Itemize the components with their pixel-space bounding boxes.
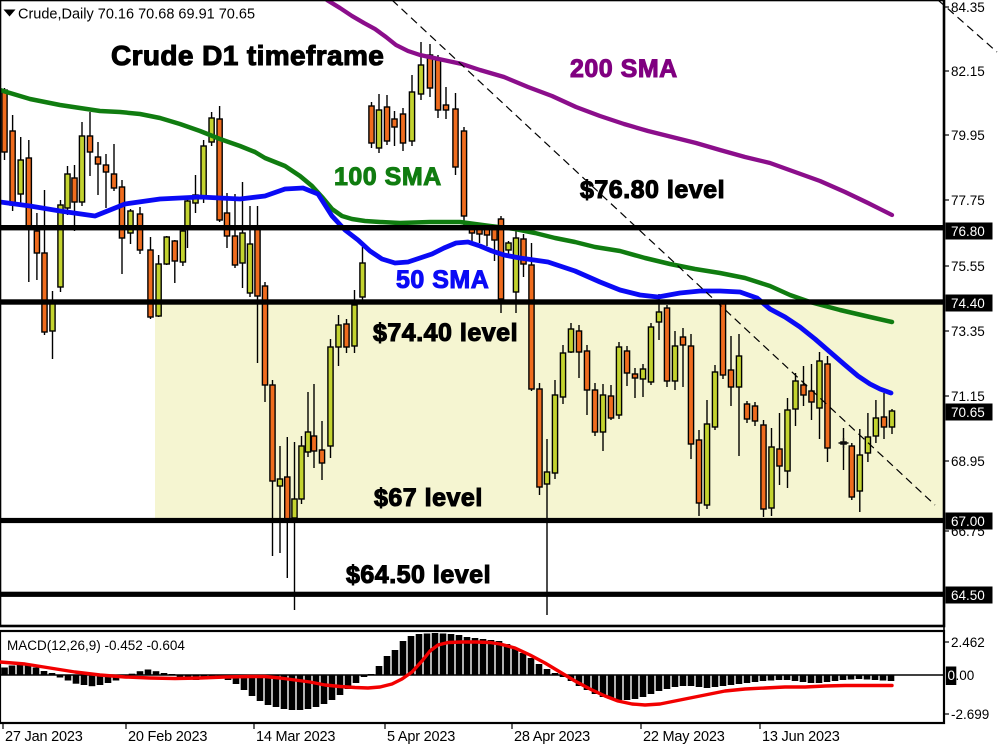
svg-text:$64.50 level: $64.50 level (346, 561, 491, 589)
svg-text:$76.80 level: $76.80 level (580, 176, 725, 204)
svg-text:70.65: 70.65 (951, 405, 985, 420)
svg-text:50 SMA: 50 SMA (396, 266, 489, 294)
svg-text:20 Feb 2023: 20 Feb 2023 (128, 729, 207, 745)
svg-text:82.15: 82.15 (951, 64, 985, 79)
svg-text:22 May 2023: 22 May 2023 (643, 729, 725, 745)
svg-text:74.40: 74.40 (951, 296, 985, 311)
svg-text:84.35: 84.35 (951, 0, 985, 15)
svg-text:27 Jan 2023: 27 Jan 2023 (5, 729, 83, 745)
svg-text:73.35: 73.35 (951, 324, 985, 339)
svg-text:64.50: 64.50 (951, 588, 985, 603)
svg-text:200 SMA: 200 SMA (570, 55, 678, 83)
svg-text:0: 0 (948, 668, 956, 683)
svg-text:67.00: 67.00 (951, 514, 985, 529)
svg-text:77.75: 77.75 (951, 193, 985, 208)
svg-text:75.55: 75.55 (951, 259, 985, 274)
svg-text:.00: .00 (956, 668, 975, 683)
svg-text:71.15: 71.15 (951, 389, 985, 404)
svg-text:100 SMA: 100 SMA (334, 163, 442, 191)
svg-text:13 Jun 2023: 13 Jun 2023 (762, 729, 840, 745)
svg-text:28 Apr 2023: 28 Apr 2023 (514, 729, 590, 745)
svg-text:$74.40 level: $74.40 level (373, 319, 518, 347)
svg-text:5 Apr 2023: 5 Apr 2023 (387, 729, 455, 745)
svg-text:$67 level: $67 level (374, 484, 483, 512)
svg-text:2.462: 2.462 (951, 635, 985, 650)
svg-text:MACD(12,26,9) -0.452 -0.604: MACD(12,26,9) -0.452 -0.604 (7, 638, 185, 653)
svg-text:Crude,Daily 70.16 70.68 69.91: Crude,Daily 70.16 70.68 69.91 70.65 (18, 7, 255, 23)
svg-text:68.95: 68.95 (951, 454, 985, 469)
svg-text:79.95: 79.95 (951, 128, 985, 143)
svg-text:76.80: 76.80 (951, 224, 985, 239)
svg-text:Crude D1 timeframe: Crude D1 timeframe (111, 40, 384, 71)
svg-text:-2.699: -2.699 (951, 707, 989, 722)
svg-text:14 Mar 2023: 14 Mar 2023 (256, 729, 335, 745)
